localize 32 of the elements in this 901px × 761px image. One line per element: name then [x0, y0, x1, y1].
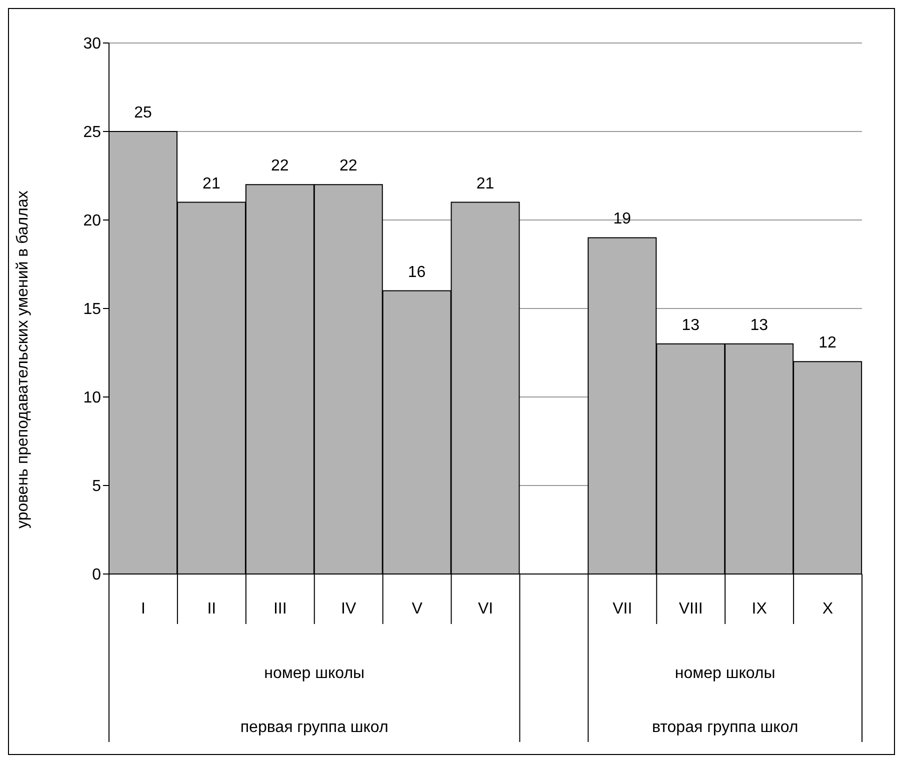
data-label: 25 — [134, 104, 152, 122]
x-tick-label: VI — [478, 600, 494, 618]
data-label: 13 — [682, 316, 700, 334]
text: вторая группа школ — [652, 719, 798, 736]
data-label: 12 — [818, 334, 837, 352]
x-tick-label: X — [822, 600, 834, 618]
x-tick-label: IV — [341, 600, 356, 618]
data-label: 21 — [202, 175, 220, 192]
x-tick-label: III — [273, 600, 287, 618]
text: номер школы — [264, 665, 365, 682]
x-tick-label: VIII — [678, 600, 703, 618]
y-tick-label: 30 — [83, 36, 102, 53]
x-tick-label: IX — [752, 600, 768, 618]
y-tick-label: 5 — [92, 478, 102, 496]
x-tick-label: I — [141, 600, 146, 618]
text: первая группа школ — [240, 719, 388, 736]
y-axis-title: уровень преподавательских умений в баллах — [14, 190, 32, 528]
data-label: 21 — [476, 175, 494, 192]
data-label: 19 — [613, 210, 632, 228]
x-tick-label: II — [207, 600, 216, 618]
y-tick-label: 10 — [83, 390, 102, 407]
x-tick-label: VII — [612, 600, 632, 618]
text: номер школы — [674, 665, 776, 682]
y-tick-label: 20 — [83, 212, 102, 230]
y-tick-label: 25 — [83, 124, 102, 142]
data-label: 16 — [408, 264, 426, 281]
data-label: 22 — [339, 158, 358, 175]
data-label: 22 — [271, 158, 289, 175]
x-tick-label: V — [412, 600, 423, 618]
data-label: 13 — [750, 316, 768, 334]
y-tick-label: 15 — [83, 301, 102, 318]
y-tick-label: 0 — [92, 566, 102, 584]
